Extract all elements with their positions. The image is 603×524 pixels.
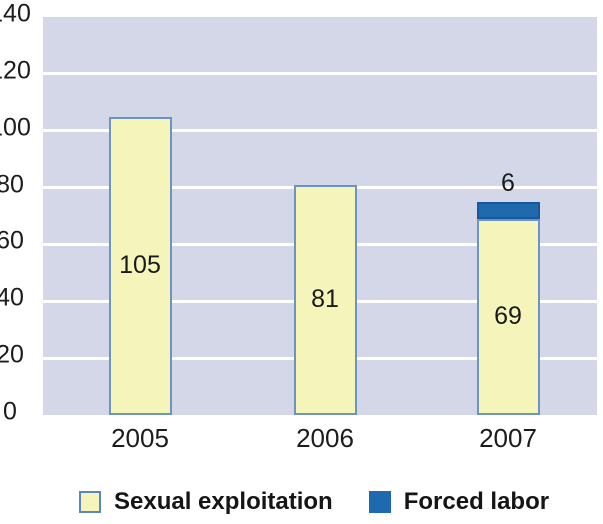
legend-item-sexual-exploitation: Sexual exploitation	[79, 488, 333, 516]
bar-segment-sexual-exploitation-2006: 81	[293, 184, 357, 415]
x-axis-tick-2005: 2005	[111, 423, 169, 453]
y-axis-tick-120: 120	[0, 56, 31, 85]
y-axis-tick-80: 80	[0, 170, 24, 199]
bar-segment-sexual-exploitation-2007: 69	[476, 218, 540, 415]
y-axis-tick-40: 40	[0, 283, 24, 312]
y-axis-tick-0: 0	[3, 397, 17, 426]
legend-swatch-forced-labor	[368, 491, 391, 513]
legend-label-sexual-exploitation: Sexual exploitation	[114, 488, 333, 515]
legend-item-forced-labor: Forced labor	[368, 488, 550, 516]
bar-value-label-2007: 69	[494, 302, 522, 331]
y-axis-tick-60: 60	[0, 226, 24, 255]
y-axis-tick-100: 100	[0, 113, 31, 142]
bar-segment-sexual-exploitation-2005: 105	[108, 116, 172, 415]
gridline-100	[43, 129, 597, 133]
plot-area: 105 81 69 6	[43, 17, 597, 415]
bar-value-label-2006: 81	[311, 285, 339, 314]
y-axis-tick-140: 140	[0, 0, 31, 28]
y-axis-tick-20: 20	[0, 340, 24, 369]
bar-value-label-2005: 105	[119, 251, 161, 280]
legend-swatch-sexual-exploitation	[79, 491, 101, 513]
x-axis-tick-2007: 2007	[479, 423, 537, 453]
bar-top-value-label-2007: 6	[501, 168, 515, 197]
x-axis-tick-2006: 2006	[296, 423, 354, 453]
legend-label-forced-labor: Forced labor	[403, 488, 550, 515]
legend: Sexual exploitation Forced labor	[79, 488, 549, 516]
gridline-120	[43, 72, 597, 76]
bar-segment-forced-labor-2007	[476, 201, 540, 219]
